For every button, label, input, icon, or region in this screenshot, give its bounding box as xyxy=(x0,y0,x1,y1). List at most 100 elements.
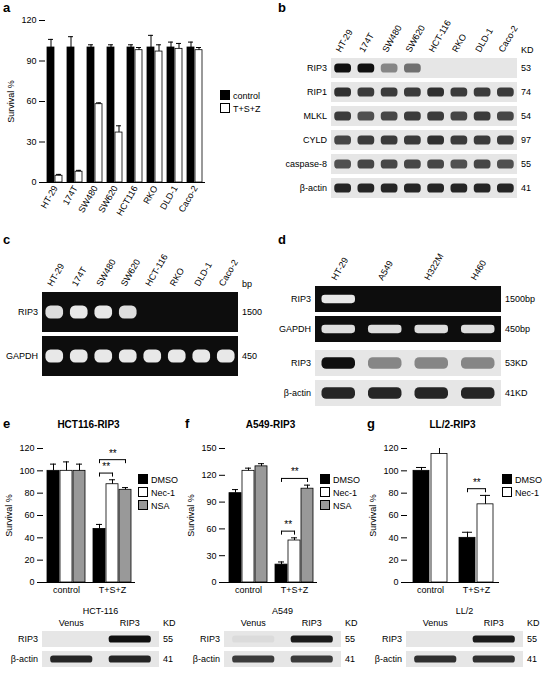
svg-text:60: 60 xyxy=(26,96,36,106)
svg-text:Venus: Venus xyxy=(423,618,449,628)
svg-text:0: 0 xyxy=(31,177,36,187)
svg-text:KD: KD xyxy=(521,45,534,55)
svg-text:RIP3: RIP3 xyxy=(382,634,402,644)
svg-text:β-actin: β-actin xyxy=(375,654,402,664)
svg-text:RKO: RKO xyxy=(168,266,186,288)
svg-text:KD: KD xyxy=(527,618,540,628)
svg-text:control: control xyxy=(417,585,444,595)
svg-text:0: 0 xyxy=(393,577,398,587)
svg-text:0: 0 xyxy=(29,577,34,587)
svg-text:Caco-2: Caco-2 xyxy=(177,184,200,214)
svg-text:41: 41 xyxy=(345,654,355,664)
svg-text:20: 20 xyxy=(388,555,398,565)
svg-text:150: 150 xyxy=(201,443,216,453)
svg-text:174T: 174T xyxy=(357,31,376,54)
svg-text:Survival %: Survival % xyxy=(6,80,16,123)
svg-text:41: 41 xyxy=(527,654,537,664)
svg-text:55: 55 xyxy=(163,634,173,644)
svg-text:100: 100 xyxy=(19,466,34,476)
svg-text:RIP3: RIP3 xyxy=(302,618,322,628)
svg-text:41: 41 xyxy=(163,654,173,664)
svg-text:SW620: SW620 xyxy=(403,23,426,54)
svg-text:HCT-116: HCT-116 xyxy=(143,252,169,288)
svg-text:30: 30 xyxy=(206,551,216,561)
svg-text:β-actin: β-actin xyxy=(193,654,220,664)
svg-text:55: 55 xyxy=(521,159,531,169)
svg-text:120: 120 xyxy=(383,443,398,453)
svg-text:55: 55 xyxy=(345,634,355,644)
svg-text:Venus: Venus xyxy=(241,618,267,628)
svg-text:T+S+Z: T+S+Z xyxy=(463,585,491,595)
svg-text:MLKL: MLKL xyxy=(303,111,327,121)
svg-text:174T: 174T xyxy=(61,184,80,207)
svg-text:β-actin: β-actin xyxy=(11,654,38,664)
svg-text:**: ** xyxy=(102,461,110,472)
svg-text:HT-29: HT-29 xyxy=(45,262,66,288)
svg-text:80: 80 xyxy=(24,488,34,498)
svg-text:caspase-8: caspase-8 xyxy=(285,159,327,169)
svg-text:**: ** xyxy=(473,477,481,488)
svg-text:40: 40 xyxy=(388,533,398,543)
svg-text:Caco-2: Caco-2 xyxy=(217,258,240,288)
svg-text:HCT-116: HCT-116 xyxy=(83,606,118,616)
svg-text:RIP3: RIP3 xyxy=(291,294,311,304)
svg-text:120: 120 xyxy=(21,15,36,25)
svg-text:1500bp: 1500bp xyxy=(505,294,535,304)
svg-text:SW620: SW620 xyxy=(119,257,142,288)
svg-text:DLD-1: DLD-1 xyxy=(473,26,495,54)
svg-text:RIP3: RIP3 xyxy=(120,618,140,628)
svg-text:53KD: 53KD xyxy=(505,358,528,368)
svg-text:control: control xyxy=(53,585,80,595)
svg-text:β-actin: β-actin xyxy=(284,388,311,398)
svg-text:Venus: Venus xyxy=(59,618,85,628)
svg-text:55: 55 xyxy=(527,634,537,644)
svg-text:97: 97 xyxy=(521,135,531,145)
svg-text:RIP3: RIP3 xyxy=(484,618,504,628)
svg-text:90: 90 xyxy=(206,497,216,507)
svg-text:RIP3: RIP3 xyxy=(18,307,38,317)
svg-text:A549: A549 xyxy=(272,606,293,616)
svg-text:RIP3: RIP3 xyxy=(291,358,311,368)
svg-text:1500: 1500 xyxy=(242,307,262,317)
svg-text:RKO: RKO xyxy=(450,32,468,54)
svg-text:53: 53 xyxy=(521,63,531,73)
svg-text:HT-29: HT-29 xyxy=(329,256,350,282)
svg-text:30: 30 xyxy=(26,137,36,147)
svg-text:Survival %: Survival % xyxy=(368,494,378,537)
svg-text:Survival %: Survival % xyxy=(186,494,196,537)
svg-text:Caco-2: Caco-2 xyxy=(496,24,519,54)
svg-text:HT-29: HT-29 xyxy=(334,28,355,54)
svg-text:450: 450 xyxy=(242,351,257,361)
svg-text:GAPDH: GAPDH xyxy=(6,351,38,361)
svg-text:20: 20 xyxy=(24,555,34,565)
svg-text:80: 80 xyxy=(388,488,398,498)
svg-text:H460: H460 xyxy=(469,258,488,282)
svg-text:CYLD: CYLD xyxy=(303,135,328,145)
svg-text:RIP3: RIP3 xyxy=(307,63,327,73)
svg-text:bp: bp xyxy=(242,279,252,289)
svg-text:HT-29: HT-29 xyxy=(39,184,60,210)
svg-text:RKO: RKO xyxy=(141,184,159,206)
svg-text:KD: KD xyxy=(163,618,176,628)
svg-text:β-actin: β-actin xyxy=(300,183,327,193)
svg-text:RIP1: RIP1 xyxy=(307,87,327,97)
svg-text:RIP3: RIP3 xyxy=(18,634,38,644)
svg-text:90: 90 xyxy=(26,56,36,66)
svg-text:60: 60 xyxy=(206,524,216,534)
svg-text:41KD: 41KD xyxy=(505,388,528,398)
svg-text:DLD-1: DLD-1 xyxy=(192,260,214,288)
svg-text:120: 120 xyxy=(19,443,34,453)
svg-text:T+S+Z: T+S+Z xyxy=(99,585,127,595)
svg-text:**: ** xyxy=(284,519,292,530)
svg-text:0: 0 xyxy=(211,577,216,587)
svg-text:**: ** xyxy=(109,448,117,459)
svg-text:SW480: SW480 xyxy=(94,257,117,288)
svg-text:174T: 174T xyxy=(70,265,89,288)
svg-text:KD: KD xyxy=(345,618,358,628)
svg-text:41: 41 xyxy=(521,183,531,193)
svg-text:100: 100 xyxy=(383,466,398,476)
svg-text:T+S+Z: T+S+Z xyxy=(281,585,309,595)
svg-text:60: 60 xyxy=(388,510,398,520)
svg-text:control: control xyxy=(235,585,262,595)
svg-text:450bp: 450bp xyxy=(505,324,530,334)
